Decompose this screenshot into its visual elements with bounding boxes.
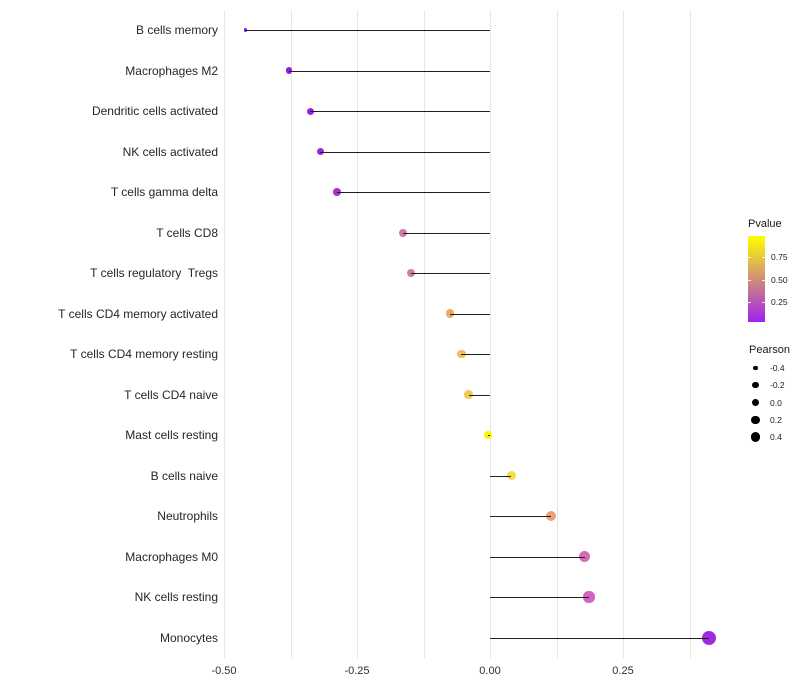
pvalue-legend-title: Pvalue (748, 218, 782, 230)
pearson-legend-dot (751, 415, 760, 425)
pvalue-bar-tick (748, 301, 751, 303)
lollipop-dot (464, 390, 474, 399)
lollipop-dot (285, 67, 293, 74)
category-label: T cells regulatory Tregs (90, 266, 218, 280)
gridline (689, 10, 691, 658)
pearson-legend-label: 0.4 (770, 432, 782, 443)
category-label: Dendritic cells activated (91, 104, 218, 118)
lollipop-stem (336, 192, 490, 193)
x-axis-tick-label: 0.25 (612, 665, 634, 677)
lollipop-stem (490, 475, 512, 477)
gridline (224, 10, 225, 658)
lollipop-dot (445, 309, 455, 318)
pvalue-tick-label: 0.25 (771, 296, 788, 307)
lollipop-stem (487, 435, 490, 436)
pvalue-bar-tick (762, 301, 765, 303)
lollipop-dot (579, 550, 591, 563)
pearson-legend-title: Pearson (749, 344, 790, 356)
lollipop-stem (450, 313, 490, 315)
lollipop-dot (701, 630, 716, 645)
lollipop-stem (288, 70, 490, 72)
category-label: T cells gamma delta (110, 185, 218, 199)
x-axis-tick-label: -0.50 (211, 665, 237, 677)
pearson-legend-dot (753, 365, 758, 371)
pearson-legend-dot (752, 382, 759, 389)
pvalue-gradient-bar (748, 236, 765, 322)
pvalue-bar-tick (762, 279, 765, 281)
category-label: T cells CD4 memory activated (58, 306, 218, 321)
gridline (623, 10, 624, 658)
lollipop-stem (468, 394, 490, 396)
lollipop-dot (456, 349, 466, 359)
lollipop-dot (506, 471, 516, 480)
lollipop-dot (316, 147, 324, 156)
lollipop-stem (245, 30, 490, 31)
lollipop-stem (310, 111, 490, 112)
lollipop-stem (410, 273, 490, 274)
category-label: T cells CD4 naive (124, 387, 218, 402)
gridline (357, 10, 358, 658)
category-label: Macrophages M0 (125, 549, 218, 564)
pearson-legend-dot (750, 432, 761, 443)
pvalue-bar-tick (748, 279, 751, 281)
category-label: B cells memory (135, 23, 218, 37)
gridline (290, 10, 292, 658)
lollipop-dot (545, 511, 556, 521)
x-axis-tick-label: -0.25 (344, 665, 370, 677)
category-label: T cells CD8 (156, 225, 218, 240)
lollipop-dot (243, 28, 247, 32)
gridline (556, 10, 558, 658)
pvalue-bar-tick (762, 256, 765, 258)
lollipop-dot (332, 188, 341, 196)
pvalue-tick-label: 0.50 (771, 274, 788, 285)
lollipop-stem (490, 516, 551, 517)
lollipop-dot (483, 430, 493, 440)
pvalue-tick-label: 0.75 (771, 251, 788, 262)
lollipop-stem (490, 556, 585, 558)
category-label: Macrophages M2 (125, 63, 218, 78)
pearson-legend-label: -0.2 (770, 380, 785, 391)
gridline (490, 10, 491, 658)
x-axis-tick-label: 0.00 (479, 665, 501, 677)
category-label: NK cells activated (122, 144, 218, 159)
lollipop-dot (583, 591, 595, 603)
category-label: Neutrophils (157, 509, 218, 523)
pearson-legend-dot (751, 398, 760, 407)
category-label: Monocytes (159, 630, 218, 645)
category-label: NK cells resting (134, 590, 218, 604)
lollipop-stem (490, 637, 709, 639)
category-label: Mast cells resting (125, 428, 218, 442)
category-label: T cells CD4 memory resting (70, 347, 218, 361)
pearson-legend-label: -0.4 (770, 363, 785, 373)
lollipop-stem (490, 597, 589, 598)
lollipop-stem (320, 151, 490, 153)
pearson-legend-label: 0.2 (770, 414, 782, 425)
lollipop-stem (403, 232, 490, 234)
pearson-legend-label: 0.0 (770, 397, 782, 408)
category-label: B cells naive (150, 468, 218, 483)
lollipop-stem (461, 354, 490, 355)
gridline (423, 10, 425, 658)
pvalue-bar-tick (748, 256, 751, 258)
